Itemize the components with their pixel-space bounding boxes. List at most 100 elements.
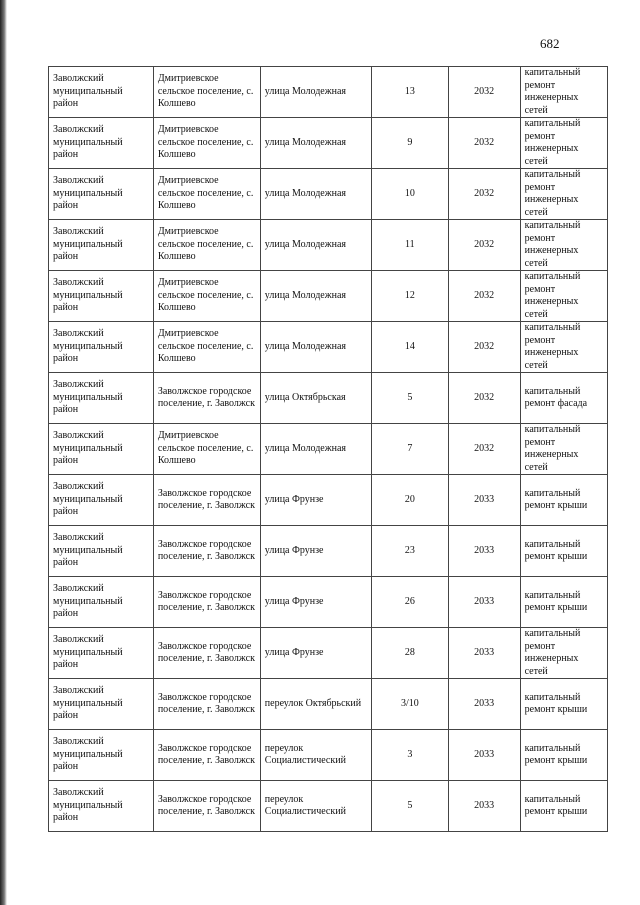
page-number: 682 (540, 36, 560, 51)
street-cell: улица Молодежная (259, 117, 373, 169)
year-cell: 2033 (447, 780, 521, 832)
year-cell: 2033 (447, 576, 521, 628)
year-cell: 2032 (447, 372, 521, 424)
house-number-cell: 20 (371, 474, 449, 526)
house-number-cell: 26 (371, 576, 449, 628)
settlement-cell: Дмитриевское сельское поселение, с. Колш… (152, 321, 261, 373)
house-number-cell: 23 (371, 525, 449, 577)
year-cell: 2032 (447, 168, 521, 220)
street-cell: улица Молодежная (259, 168, 373, 220)
district-cell: Заволжский муниципальный район (48, 525, 154, 577)
work-type-cell: капитальный ремонт крыши (519, 678, 609, 730)
street-cell: улица Молодежная (259, 219, 373, 271)
district-cell: Заволжский муниципальный район (48, 372, 154, 424)
table-row: Заволжский муниципальный район Дмитриевск… (48, 423, 609, 475)
settlement-cell: Дмитриевское сельское поселение, с. Колш… (152, 168, 261, 220)
street-cell: улица Фрунзе (259, 474, 373, 526)
year-cell: 2033 (447, 525, 521, 577)
house-number-cell: 9 (371, 117, 449, 169)
house-number-cell: 10 (371, 168, 449, 220)
work-type-cell: капитальный ремонт крыши (519, 525, 609, 577)
year-cell: 2033 (447, 729, 521, 781)
settlement-cell: Заволжское городское поселение, г. Завол… (152, 627, 261, 679)
house-number-cell: 3 (371, 729, 449, 781)
street-cell: улица Фрунзе (259, 576, 373, 628)
house-number-cell: 12 (371, 270, 449, 322)
house-number-cell: 5 (371, 372, 449, 424)
work-type-cell: капитальный ремонт инженерных сетей (519, 117, 609, 169)
district-cell: Заволжский муниципальный район (48, 474, 154, 526)
district-cell: Заволжский муниципальный район (48, 423, 154, 475)
work-type-cell: капитальный ремонт инженерных сетей (519, 66, 609, 118)
district-cell: Заволжский муниципальный район (48, 66, 154, 118)
table-row: Заволжский муниципальный район Дмитриевск… (48, 270, 609, 322)
district-cell: Заволжский муниципальный район (48, 321, 154, 373)
table-row: Заволжский муниципальный район Заволжское… (48, 576, 609, 628)
work-type-cell: капитальный ремонт крыши (519, 780, 609, 832)
settlement-cell: Дмитриевское сельское поселение, с. Колш… (152, 270, 261, 322)
street-cell: улица Октябрьская (259, 372, 373, 424)
house-number-cell: 7 (371, 423, 449, 475)
district-cell: Заволжский муниципальный район (48, 678, 154, 730)
house-number-cell: 28 (371, 627, 449, 679)
street-cell: переулок Октябрьский (259, 678, 373, 730)
year-cell: 2032 (447, 219, 521, 271)
work-type-cell: капитальный ремонт инженерных сетей (519, 423, 609, 475)
work-type-cell: капитальный ремонт крыши (519, 474, 609, 526)
street-cell: улица Фрунзе (259, 627, 373, 679)
settlement-cell: Дмитриевское сельское поселение, с. Колш… (152, 219, 261, 271)
table-row: Заволжский муниципальный район Заволжское… (48, 474, 609, 526)
district-cell: Заволжский муниципальный район (48, 270, 154, 322)
year-cell: 2032 (447, 66, 521, 118)
scan-edge (0, 0, 7, 905)
district-cell: Заволжский муниципальный район (48, 117, 154, 169)
table-row: Заволжский муниципальный район Заволжское… (48, 372, 609, 424)
work-type-cell: капитальный ремонт крыши (519, 576, 609, 628)
table-row: Заволжский муниципальный район Дмитриевск… (48, 219, 609, 271)
settlement-cell: Заволжское городское поселение, г. Завол… (152, 372, 261, 424)
settlement-cell: Заволжское городское поселение, г. Завол… (152, 525, 261, 577)
street-cell: улица Фрунзе (259, 525, 373, 577)
work-type-cell: капитальный ремонт крыши (519, 729, 609, 781)
year-cell: 2032 (447, 270, 521, 322)
work-type-cell: капитальный ремонт фасада (519, 372, 609, 424)
street-cell: переулок Социалистический (259, 780, 373, 832)
district-cell: Заволжский муниципальный район (48, 627, 154, 679)
table-row: Заволжский муниципальный район Заволжское… (48, 729, 609, 781)
district-cell: Заволжский муниципальный район (48, 780, 154, 832)
table-row: Заволжский муниципальный район Дмитриевск… (48, 321, 609, 373)
house-number-cell: 3/10 (371, 678, 449, 730)
year-cell: 2032 (447, 321, 521, 373)
table-row: Заволжский муниципальный район Дмитриевск… (48, 117, 609, 169)
settlement-cell: Заволжское городское поселение, г. Завол… (152, 474, 261, 526)
year-cell: 2032 (447, 423, 521, 475)
settlement-cell: Дмитриевское сельское поселение, с. Колш… (152, 423, 261, 475)
house-number-cell: 11 (371, 219, 449, 271)
table-row: Заволжский муниципальный район Заволжское… (48, 678, 609, 730)
settlement-cell: Заволжское городское поселение, г. Завол… (152, 576, 261, 628)
settlement-cell: Заволжское городское поселение, г. Завол… (152, 678, 261, 730)
house-number-cell: 5 (371, 780, 449, 832)
year-cell: 2032 (447, 117, 521, 169)
street-cell: переулок Социалистический (259, 729, 373, 781)
work-type-cell: капитальный ремонт инженерных сетей (519, 219, 609, 271)
table-row: Заволжский муниципальный район Дмитриевск… (48, 168, 609, 220)
street-cell: улица Молодежная (259, 321, 373, 373)
work-type-cell: капитальный ремонт инженерных сетей (519, 627, 609, 679)
house-number-cell: 14 (371, 321, 449, 373)
street-cell: улица Молодежная (259, 66, 373, 118)
district-cell: Заволжский муниципальный район (48, 576, 154, 628)
street-cell: улица Молодежная (259, 270, 373, 322)
table-row: Заволжский муниципальный район Дмитриевск… (48, 66, 609, 118)
table-row: Заволжский муниципальный район Заволжское… (48, 525, 609, 577)
settlement-cell: Заволжское городское поселение, г. Завол… (152, 729, 261, 781)
settlement-cell: Дмитриевское сельское поселение, с. Колш… (152, 66, 261, 118)
street-cell: улица Молодежная (259, 423, 373, 475)
work-type-cell: капитальный ремонт инженерных сетей (519, 168, 609, 220)
settlement-cell: Дмитриевское сельское поселение, с. Колш… (152, 117, 261, 169)
district-cell: Заволжский муниципальный район (48, 729, 154, 781)
year-cell: 2033 (447, 627, 521, 679)
year-cell: 2033 (447, 678, 521, 730)
table-row: Заволжский муниципальный район Заволжское… (48, 780, 609, 832)
settlement-cell: Заволжское городское поселение, г. Завол… (152, 780, 261, 832)
